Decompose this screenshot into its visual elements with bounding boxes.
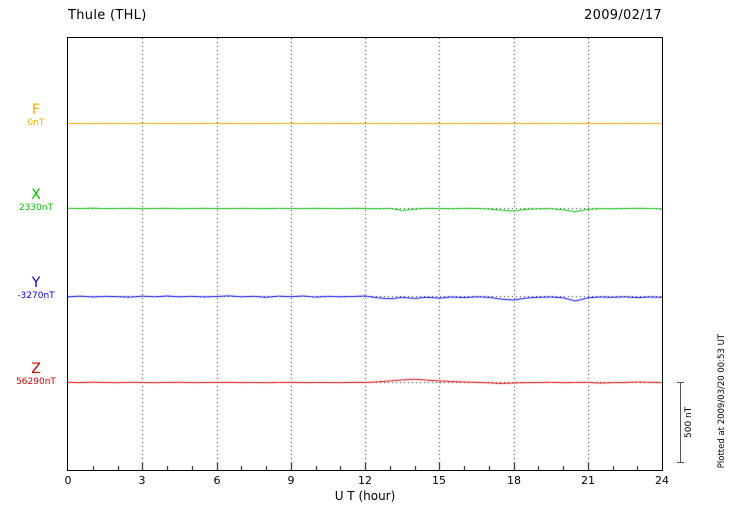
chart-canvas	[68, 38, 662, 470]
trace-label-Z: Z 56290nT	[8, 362, 64, 388]
x-tick-label-12: 12	[358, 474, 372, 487]
x-tick-label-9: 9	[287, 474, 295, 487]
x-tick-label-21: 21	[581, 474, 595, 487]
trace-baseline-X: 2330nT	[18, 203, 54, 213]
trace-baseline-Z: 56290nT	[16, 377, 56, 387]
x-tick-label-3: 3	[138, 474, 146, 487]
trace-label-Y: Y -3270nT	[8, 276, 64, 302]
page-title: Thule (THL)	[68, 8, 147, 23]
trace-letter-X: X	[31, 187, 41, 203]
x-tick-label-0: 0	[64, 474, 72, 487]
trace-letter-F: F	[31, 102, 41, 118]
plotted-at-note: Plotted at 2009/03/20 00:53 UT	[717, 333, 727, 468]
date-label: 2009/02/17	[584, 8, 662, 23]
trace-label-F: F 0nT	[8, 103, 64, 129]
x-tick-label-18: 18	[507, 474, 521, 487]
scale-bar-bottom-cap	[677, 462, 684, 463]
scale-bar-label: 500 nT	[684, 406, 694, 438]
x-tick-label-6: 6	[213, 474, 221, 487]
x-axis-title: U T (hour)	[334, 489, 396, 503]
scale-bar-top-cap	[677, 382, 684, 383]
scale-bar	[680, 382, 681, 463]
x-tick-label-24: 24	[655, 474, 669, 487]
trace-letter-Z: Z	[31, 361, 41, 377]
trace-label-X: X 2330nT	[8, 188, 64, 214]
trace-baseline-Y: -3270nT	[17, 291, 55, 301]
x-tick-label-15: 15	[432, 474, 446, 487]
trace-letter-Y: Y	[31, 275, 41, 291]
trace-baseline-F: 0nT	[27, 118, 45, 128]
plot-area	[67, 37, 663, 471]
